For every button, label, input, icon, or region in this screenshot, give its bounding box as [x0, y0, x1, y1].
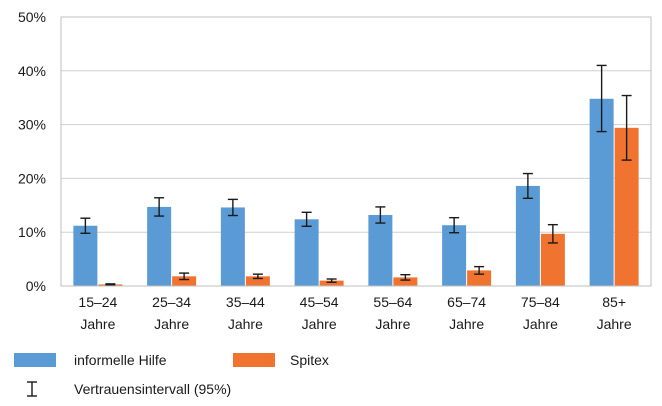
error-bar: [474, 265, 485, 275]
bar-informelle-hilfe: [147, 206, 172, 286]
x-tick-label: 75–84: [521, 294, 560, 310]
error-bar: [522, 172, 533, 200]
x-tick-label: Jahre: [80, 316, 115, 332]
legend-swatch-spitex: [233, 353, 275, 367]
bar-informelle-hilfe: [368, 214, 393, 286]
error-bar: [252, 273, 263, 280]
error-bar: [301, 211, 312, 227]
bar-spitex: [393, 277, 418, 286]
legend-label-informelle-hilfe: informelle Hilfe: [74, 352, 167, 368]
x-tick-label: Jahre: [302, 316, 337, 332]
error-bar: [621, 94, 632, 161]
x-tick-label: 55–64: [373, 294, 412, 310]
y-tick-label: 10%: [18, 224, 46, 240]
x-tick-label: 45–54: [300, 294, 339, 310]
x-tick-label: 65–74: [447, 294, 486, 310]
error-bar: [179, 272, 190, 281]
error-bar: [547, 223, 558, 244]
bar-informelle-hilfe: [294, 219, 319, 286]
error-bar: [227, 198, 238, 217]
bars: [73, 98, 639, 286]
x-tick-label: Jahre: [228, 316, 263, 332]
bar-informelle-hilfe: [220, 207, 245, 286]
confidence-interval-icon: [27, 381, 37, 397]
y-tick-label: 50%: [18, 9, 46, 25]
y-tick-label: 0%: [26, 278, 46, 294]
x-axis-tick-labels: 15–24 Jahre 25–34 Jahre 35–44 Jahre 45–54 Jahre…: [78, 294, 631, 332]
bar-informelle-hilfe: [442, 225, 467, 286]
error-bar: [375, 206, 386, 224]
x-tick-label: 35–44: [226, 294, 265, 310]
error-bar: [326, 278, 337, 283]
legend-label-confidence-interval: Vertrauensintervall (95%): [74, 381, 232, 397]
x-tick-label: Jahre: [449, 316, 484, 332]
error-bar: [596, 64, 607, 133]
error-bar: [400, 274, 411, 281]
bar-spitex: [467, 270, 492, 286]
y-tick-label: 20%: [18, 170, 46, 186]
error-bar: [449, 216, 460, 234]
error-bar: [80, 217, 91, 234]
x-tick-label: 85+: [602, 294, 626, 310]
x-tick-label: 25–34: [152, 294, 191, 310]
y-tick-label: 30%: [18, 117, 46, 133]
x-tick-label: Jahre: [375, 316, 410, 332]
bar-informelle-hilfe: [73, 225, 98, 286]
y-axis-tick-labels: 0% 10% 20% 30% 40% 50%: [18, 9, 46, 294]
plot-frame: [60, 16, 652, 287]
y-tick-label: 40%: [18, 63, 46, 79]
error-bar: [154, 197, 165, 217]
bar-spitex: [172, 276, 197, 286]
bar-informelle-hilfe: [515, 185, 540, 286]
x-tick-label: Jahre: [154, 316, 189, 332]
error-bars: [80, 64, 632, 286]
legend-swatch-informelle-hilfe: [14, 353, 56, 367]
x-tick-label: Jahre: [597, 316, 632, 332]
bar-spitex: [245, 276, 270, 286]
legend-label-spitex: Spitex: [290, 352, 329, 368]
bar-spitex: [319, 280, 344, 286]
x-tick-label: Jahre: [523, 316, 558, 332]
error-bar: [105, 283, 116, 286]
x-tick-label: 15–24: [78, 294, 117, 310]
